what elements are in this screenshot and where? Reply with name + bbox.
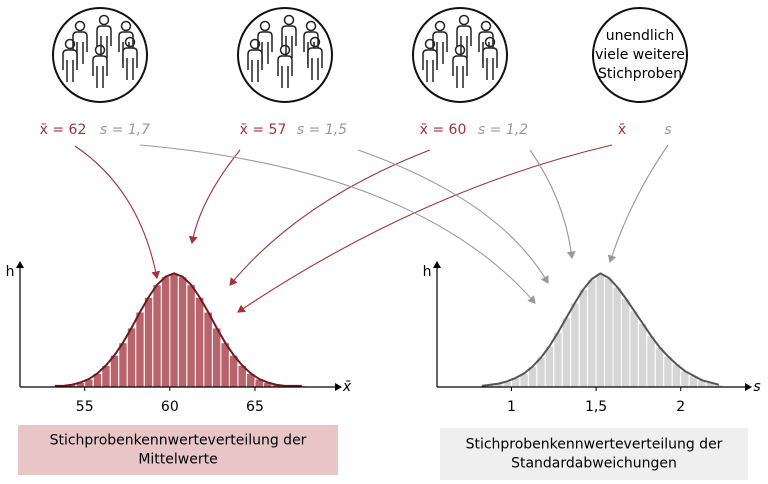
bar [135,311,145,388]
sample-sd: s = 1,2 [478,122,528,138]
bar [561,317,572,388]
bar [587,278,597,388]
bar [620,297,631,388]
bar [152,284,162,388]
bar [553,331,563,388]
bar [604,277,614,388]
caption-box [440,428,748,480]
bar [646,335,656,388]
x-tick-label: 1 [507,399,516,415]
caption: Stichprobenkennwerteverteilung der [50,433,307,449]
bar [169,272,179,388]
more-label: viele weitere [595,47,685,63]
y-arrow [433,261,441,268]
fit-curve [481,272,720,387]
x-tick-label: 55 [76,399,94,415]
sample-sd: s = 1,7 [100,122,150,138]
arrows [74,144,669,313]
bar [203,311,213,388]
bar [186,284,196,388]
x-arrow [745,383,752,391]
sample-mean: x̄ = 60 [420,122,467,138]
caption-box [18,425,338,475]
bar [578,288,589,388]
sample-mean: x̄ = 57 [240,122,287,138]
x-tick-label: 2 [676,399,685,415]
sample-mean: x̄ = 62 [40,122,87,138]
bar [211,327,222,388]
x-tick-label: 65 [246,399,264,415]
y-label: h [423,264,432,280]
x-label: x̄ [342,379,352,395]
y-arrow [16,261,24,268]
bar [544,345,555,388]
bar [177,276,188,388]
caption: Stichprobenkennwerteverteilung der [466,437,723,453]
more-label: unendlich [606,28,674,44]
more-sd: s [664,122,671,138]
bar [612,286,622,388]
caption: Mittelwerte [138,452,217,468]
sample-sd: s = 1,5 [297,122,347,138]
bar [160,276,171,388]
bar [220,342,230,388]
sample-icons [52,7,688,103]
caption: Standardabweichungen [511,456,677,472]
x-label: s [753,379,760,395]
bar [595,272,606,388]
bar [637,322,648,388]
bar [194,296,205,388]
more-label: Stichproben [598,66,682,82]
x-tick-label: 60 [161,399,179,415]
bar [143,296,154,388]
bar [663,355,673,388]
more-mean: x̄ [618,122,626,138]
bar [118,342,128,388]
fit-curve [54,272,302,387]
bar [570,302,580,388]
bar [629,310,639,388]
bar [126,327,137,388]
y-label: h [6,264,15,280]
bar [654,346,665,388]
x-arrow [335,383,342,391]
x-tick-label: 1,5 [585,399,607,415]
